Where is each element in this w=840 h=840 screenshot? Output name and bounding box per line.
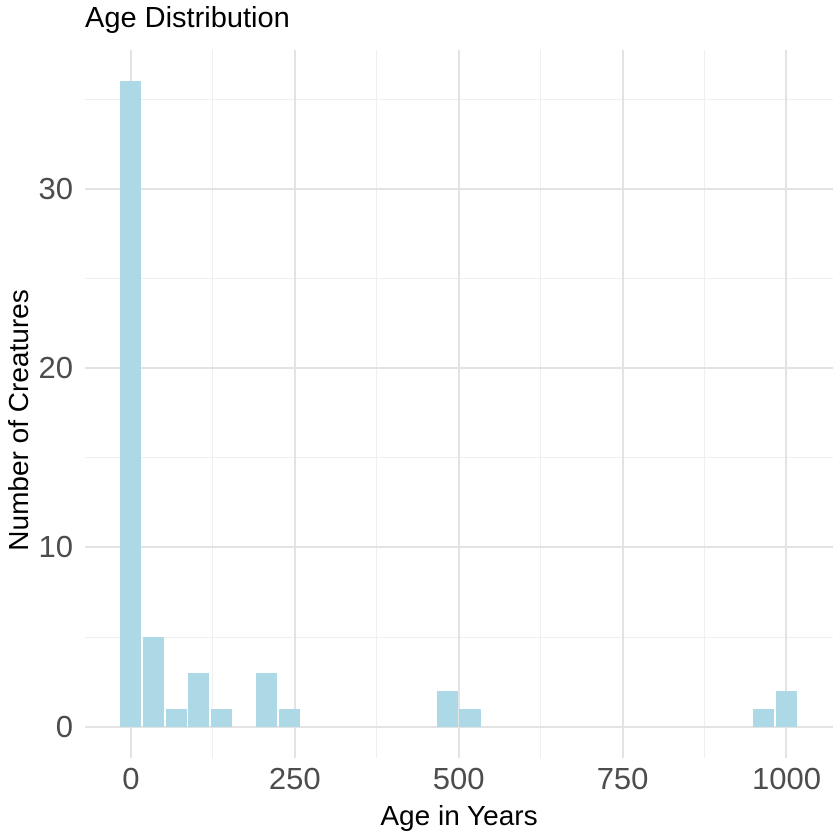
x-tick-label: 750	[596, 761, 649, 796]
y-tick-label: 0	[55, 708, 73, 744]
x-tick-label: 0	[122, 761, 140, 796]
x-gridline-major	[457, 50, 460, 758]
x-gridline-major	[293, 50, 296, 758]
histogram-bar	[459, 708, 481, 727]
histogram-bar	[436, 690, 458, 727]
x-gridline-minor	[212, 50, 214, 758]
x-tick-label: 250	[268, 761, 321, 796]
x-axis-title: Age in Years	[380, 800, 538, 831]
histogram-bar	[188, 672, 210, 727]
y-tick-label: 20	[38, 350, 73, 386]
histogram-bar	[165, 708, 187, 727]
y-axis-title: Number of Creatures	[3, 289, 34, 551]
x-tick-label: 1000	[751, 761, 821, 796]
x-tick-label: 500	[432, 761, 485, 796]
y-tick-label: 30	[38, 170, 73, 206]
x-gridline-minor	[376, 50, 378, 758]
histogram-bar	[142, 637, 165, 727]
histogram-bar	[753, 708, 775, 727]
chart-title: Age Distribution	[85, 2, 290, 34]
x-gridline-major	[621, 50, 624, 758]
histogram-bar	[120, 81, 142, 727]
x-gridline-major	[785, 50, 788, 758]
histogram-bar	[255, 672, 278, 727]
histogram-bar	[775, 690, 798, 727]
x-gridline-minor	[540, 50, 542, 758]
plot-panel	[85, 50, 833, 758]
y-tick-label: 10	[38, 529, 73, 565]
histogram-bar	[210, 708, 232, 727]
x-gridline-minor	[704, 50, 705, 758]
histogram-bar	[278, 708, 300, 727]
